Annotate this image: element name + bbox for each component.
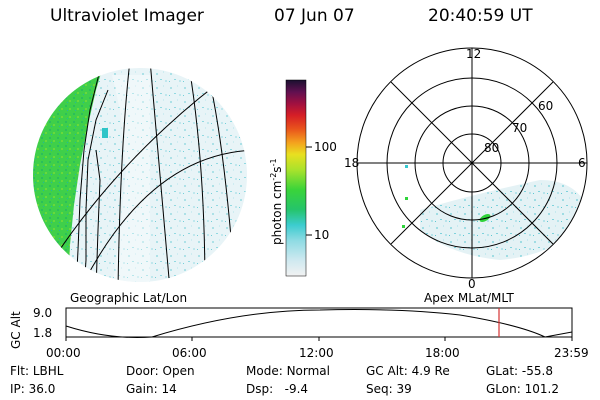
colorbar-unit-label: photon cm-2s-1 [269, 158, 284, 245]
status-flt: Flt: LBHL [10, 364, 64, 378]
status-door: Door: Open [126, 364, 195, 378]
mlt-label-12: 12 [466, 47, 482, 61]
lat-label-80: 80 [484, 141, 500, 155]
status-mode: Mode: Normal [246, 364, 330, 378]
date-label: 07 Jun 07 [274, 6, 355, 26]
alt-xtick-1200: 12:00 [299, 346, 334, 360]
lat-label-70: 70 [512, 121, 528, 135]
status-ip: IP: 36.0 [10, 382, 56, 396]
mlt-label-6: 6 [578, 156, 586, 170]
alt-xtick-0600: 06:00 [172, 346, 207, 360]
mlt-label-0: 0 [468, 277, 476, 291]
geo-panel-label: Geographic Lat/Lon [70, 291, 188, 305]
colorbar-tick-100: 100 [314, 140, 337, 154]
alt-xtick-0000: 00:00 [46, 346, 81, 360]
alt-plot-ylabel: GC Alt [9, 311, 23, 349]
status-gc-alt: GC Alt: 4.9 Re [366, 364, 450, 378]
alt-xtick-1800: 18:00 [425, 346, 460, 360]
polar-panel-label: Apex MLat/MLT [424, 291, 514, 305]
status-glat: GLat: -55.8 [486, 364, 553, 378]
status-dsp: Dsp: -9.4 [246, 382, 309, 396]
status-seq: Seq: 39 [366, 382, 412, 396]
status-glon: GLon: 101.2 [486, 382, 559, 396]
alt-xtick-2359: 23:59 [554, 346, 589, 360]
mlt-label-18: 18 [344, 156, 360, 170]
alt-ytick-1-8: 1.8 [33, 326, 53, 340]
time-label: 20:40:59 UT [428, 6, 533, 26]
app-title: Ultraviolet Imager [50, 6, 204, 26]
lat-label-60: 60 [538, 99, 554, 113]
colorbar-tick-10: 10 [314, 228, 330, 242]
alt-ytick-9: 9.0 [33, 306, 53, 320]
status-gain: Gain: 14 [126, 382, 177, 396]
